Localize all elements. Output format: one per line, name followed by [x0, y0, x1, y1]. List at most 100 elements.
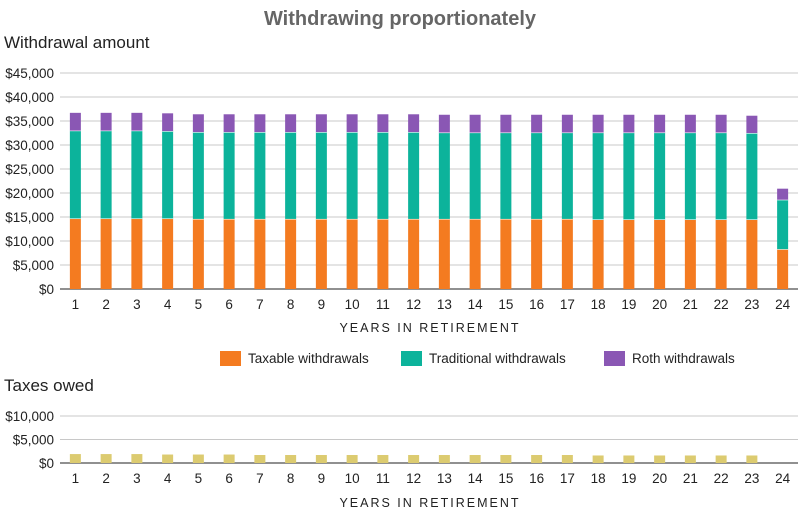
withdrawal-bar-roth-withdrawals: [100, 112, 112, 131]
withdrawal-y-tick-label: $40,000: [5, 90, 54, 105]
legend-label-taxable: Taxable withdrawals: [248, 351, 369, 366]
taxes-bar-taxes-owed: [438, 455, 450, 463]
withdrawal-bar-traditional-withdrawals: [592, 132, 604, 220]
withdrawal-bar-taxable-withdrawals: [285, 218, 297, 289]
legend-swatch-taxable: [220, 351, 241, 366]
withdrawal-y-tick-label: $20,000: [5, 186, 54, 201]
taxes-bar-taxes-owed: [162, 454, 174, 463]
taxes-x-tick-label: 2: [102, 471, 110, 486]
taxes-bar-taxes-owed: [746, 455, 758, 463]
legend-swatch-roth: [604, 351, 625, 366]
withdrawal-bar-roth-withdrawals: [131, 112, 143, 131]
withdrawal-bar-traditional-withdrawals: [408, 132, 420, 219]
withdrawal-bar-traditional-withdrawals: [223, 132, 235, 219]
withdrawal-x-tick-label: 18: [591, 297, 606, 312]
withdrawal-bar-taxable-withdrawals: [469, 218, 481, 289]
withdrawal-bar-taxable-withdrawals: [69, 218, 81, 289]
taxes-x-tick-label: 8: [287, 471, 295, 486]
withdrawal-bar-traditional-withdrawals: [69, 130, 81, 219]
withdrawal-bar-traditional-withdrawals: [285, 132, 297, 219]
withdrawal-x-tick-label: 16: [529, 297, 544, 312]
taxes-x-axis-label: YEARS IN RETIREMENT: [339, 496, 521, 510]
withdrawal-bar-roth-withdrawals: [500, 114, 512, 133]
legend: Taxable withdrawals Traditional withdraw…: [0, 351, 800, 371]
withdrawal-x-tick-label: 15: [498, 297, 513, 312]
withdrawal-bar-taxable-withdrawals: [623, 219, 635, 289]
taxes-x-tick-label: 16: [529, 471, 544, 486]
withdrawal-bar-traditional-withdrawals: [315, 132, 327, 219]
taxes-bar-taxes-owed: [654, 455, 666, 463]
withdrawal-x-tick-label: 3: [133, 297, 141, 312]
taxes-bar-taxes-owed: [623, 455, 635, 463]
withdrawal-bar-roth-withdrawals: [715, 114, 727, 133]
taxes-x-tick-label: 19: [621, 471, 636, 486]
withdrawal-bar-roth-withdrawals: [561, 114, 573, 133]
taxes-bar-taxes-owed: [100, 454, 112, 463]
withdrawal-y-tick-label: $5,000: [13, 258, 54, 273]
withdrawal-bar-taxable-withdrawals: [438, 218, 450, 289]
legend-item-roth: Roth withdrawals: [604, 351, 735, 366]
taxes-x-tick-label: 6: [225, 471, 233, 486]
withdrawal-x-tick-label: 21: [683, 297, 698, 312]
chart-title: Withdrawing proportionately: [263, 8, 537, 30]
withdrawal-bar-roth-withdrawals: [285, 114, 297, 133]
withdrawal-x-tick-label: 10: [345, 297, 360, 312]
withdrawal-bar-taxable-withdrawals: [561, 218, 573, 289]
withdrawal-bar-taxable-withdrawals: [531, 218, 543, 289]
taxes-bar-taxes-owed: [408, 455, 420, 463]
taxes-x-tick-label: 22: [714, 471, 729, 486]
withdrawal-x-tick-label: 11: [376, 297, 390, 312]
withdrawal-bar-traditional-withdrawals: [469, 132, 481, 219]
legend-item-traditional: Traditional withdrawals: [401, 351, 566, 366]
taxes-bar-taxes-owed: [715, 455, 727, 463]
withdrawal-x-tick-label: 2: [102, 297, 110, 312]
withdrawal-bar-roth-withdrawals: [438, 114, 450, 133]
withdrawal-panel-title: Withdrawal amount: [4, 33, 150, 52]
taxes-bar-taxes-owed: [192, 454, 204, 463]
withdrawal-x-tick-label: 19: [621, 297, 636, 312]
withdrawal-bar-taxable-withdrawals: [715, 219, 727, 289]
withdrawal-bar-roth-withdrawals: [654, 114, 666, 133]
taxes-bar-taxes-owed: [346, 455, 358, 463]
taxes-bar-taxes-owed: [500, 455, 512, 463]
withdrawal-bar-traditional-withdrawals: [623, 132, 635, 220]
taxes-x-tick-label: 3: [133, 471, 141, 486]
withdrawal-bar-taxable-withdrawals: [346, 218, 358, 289]
withdrawal-bar-traditional-withdrawals: [162, 131, 174, 219]
withdrawal-y-tick-label: $10,000: [5, 234, 54, 249]
withdrawal-x-tick-label: 13: [437, 297, 452, 312]
withdrawal-bar-roth-withdrawals: [162, 113, 174, 132]
withdrawal-bar-roth-withdrawals: [192, 114, 204, 133]
withdrawal-bar-taxable-withdrawals: [131, 218, 143, 289]
taxes-bar-taxes-owed: [469, 455, 481, 463]
taxes-x-tick-label: 14: [468, 471, 484, 486]
withdrawal-x-tick-label: 9: [318, 297, 326, 312]
taxes-x-tick-label: 1: [72, 471, 80, 486]
withdrawal-x-tick-label: 20: [652, 297, 667, 312]
withdrawal-bar-traditional-withdrawals: [254, 132, 266, 219]
withdrawal-bar-roth-withdrawals: [408, 114, 420, 133]
taxes-bar-taxes-owed: [223, 454, 235, 463]
taxes-y-tick-label: $10,000: [5, 409, 54, 424]
taxes-x-tick-label: 15: [498, 471, 513, 486]
taxes-bar-taxes-owed: [592, 455, 604, 463]
taxes-x-tick-label: 7: [256, 471, 264, 486]
withdrawal-bar-roth-withdrawals: [69, 112, 81, 131]
withdrawal-bar-roth-withdrawals: [531, 114, 543, 133]
withdrawal-bar-taxable-withdrawals: [315, 218, 327, 289]
withdrawal-bar-taxable-withdrawals: [684, 219, 696, 289]
withdrawal-x-tick-label: 5: [195, 297, 203, 312]
withdrawal-bar-taxable-withdrawals: [192, 218, 204, 289]
withdrawal-bar-taxable-withdrawals: [592, 219, 604, 289]
taxes-x-tick-label: 17: [560, 471, 575, 486]
withdrawal-x-tick-label: 4: [164, 297, 172, 312]
withdrawal-bar-taxable-withdrawals: [654, 219, 666, 289]
taxes-x-tick-label: 11: [376, 471, 390, 486]
withdrawal-bar-roth-withdrawals: [777, 188, 789, 200]
taxes-y-tick-label: $0: [39, 456, 54, 471]
taxes-panel-title: Taxes owed: [4, 376, 94, 395]
withdrawal-bar-traditional-withdrawals: [100, 130, 112, 219]
taxes-x-tick-label: 21: [683, 471, 698, 486]
